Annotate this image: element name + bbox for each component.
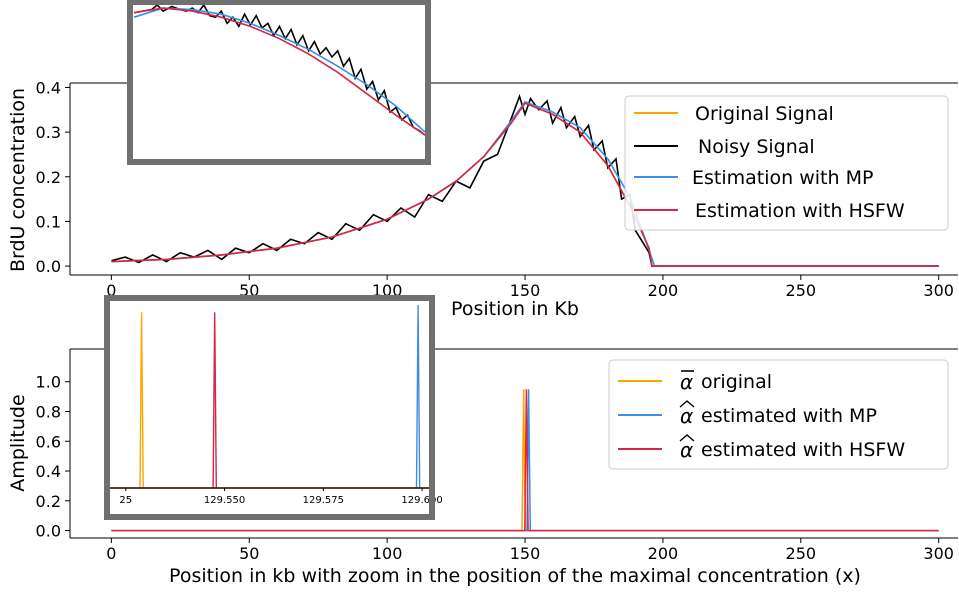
- top-x-tick-label: 300: [923, 281, 954, 300]
- bottom-x-tick-label: 250: [786, 544, 817, 563]
- legend-symbol-alpha-original: α: [680, 370, 693, 394]
- bottom-y-axis-label: Amplitude: [7, 394, 29, 491]
- bottom-inset-frame: [104, 295, 435, 520]
- bottom-y-tick-label: 0.0: [36, 522, 61, 541]
- inset-x-tick-label: 129.600: [401, 495, 442, 506]
- top-legend: Original Signal Noisy Signal Estimation …: [624, 95, 949, 231]
- bottom-x-tick-label: 200: [648, 544, 679, 563]
- top-y-tick-label: 0.4: [36, 78, 61, 97]
- top-x-tick-label: 150: [510, 281, 541, 300]
- top-x-axis-label: Position in Kb: [451, 298, 579, 320]
- bottom-legend: α original α estimated with MP α estimat…: [608, 359, 949, 470]
- bottom-y-ticks: 0.0 0.2 0.4 0.6 0.8 1.0: [36, 373, 70, 541]
- legend-symbol-alpha-mp: α: [680, 404, 693, 428]
- legend-label-alpha-original: original: [701, 371, 772, 393]
- bottom-series-lines: [111, 389, 939, 532]
- bottom-chart: 0.0 0.2 0.4 0.6 0.8 1.0 0 50 100 150 200 250 300 Am…: [7, 295, 958, 587]
- top-zoom-inset: [127, 0, 431, 165]
- inset-x-tick-label: 25: [119, 495, 132, 506]
- bottom-inset-background: [107, 298, 432, 517]
- alpha-hat-accent: [679, 400, 695, 408]
- inset-spike-estimated-with-hsfw: [212, 312, 217, 489]
- top-y-tick-label: 0.1: [36, 212, 61, 231]
- bottom-legend-frame: [608, 359, 949, 470]
- legend-label-alpha-mp: estimated with MP: [701, 405, 877, 427]
- legend-label-estimation-mp: Estimation with MP: [692, 167, 873, 189]
- bottom-inset-series: [139, 304, 421, 489]
- top-chart: 0.00.10.20.30.4 0 50 100 150 200 250 300 BrdU …: [7, 0, 958, 320]
- bottom-x-tick-label: 150: [510, 544, 541, 563]
- legend-label-alpha-hsfw: estimated with HSFW: [701, 439, 905, 461]
- top-x-tick-label: 250: [786, 281, 817, 300]
- top-y-axis-label: BrdU concentration: [7, 88, 29, 272]
- legend-label-noisy-signal: Noisy Signal: [692, 136, 815, 158]
- bottom-x-tick-label: 0: [106, 544, 116, 563]
- bottom-x-tick-label: 100: [372, 544, 403, 563]
- bottom-y-tick-label: 0.2: [36, 492, 61, 511]
- legend-label-estimation-hsfw: Estimation with HSFW: [695, 200, 905, 222]
- inset-spike-original: [139, 312, 144, 489]
- top-x-tick-label: 0: [106, 281, 116, 300]
- top-y-tick-label: 0.0: [36, 257, 61, 276]
- top-inset-series: [133, 3, 426, 136]
- bottom-zoom-inset: 25 129.550 129.575 129.600: [104, 295, 443, 520]
- bottom-x-ticks: 0 50 100 150 200 250 300: [106, 538, 954, 563]
- bottom-y-tick-label: 0.4: [36, 462, 61, 481]
- inset-spike-estimated-with-mp: [415, 304, 421, 489]
- bottom-x-axis-label: Position in kb with zoom in the position…: [169, 565, 861, 587]
- top-legend-frame: [624, 95, 949, 231]
- inset-x-tick-label: 129.575: [303, 495, 344, 506]
- top-y-ticks: 0.0 0.1 0.2 0.3 0.4: [36, 78, 70, 276]
- top-inset-frame: [127, 0, 431, 165]
- bottom-inset-x-ticks: 25 129.550 129.575 129.600: [119, 488, 443, 506]
- bottom-y-tick-label: 0.6: [36, 432, 61, 451]
- top-x-tick-label: 200: [648, 281, 679, 300]
- top-x-ticks: 0 50 100 150 200 250 300: [106, 275, 954, 300]
- bottom-y-tick-label: 0.8: [36, 403, 61, 422]
- legend-symbol-alpha-hsfw: α: [680, 438, 693, 462]
- bottom-x-tick-label: 50: [239, 544, 259, 563]
- bottom-x-tick-label: 300: [923, 544, 954, 563]
- bottom-y-tick-label: 1.0: [36, 373, 61, 392]
- top-y-tick-label: 0.2: [36, 168, 61, 187]
- inset-line-estimation-with-mp: [133, 7, 426, 133]
- inset-x-tick-label: 129.550: [204, 495, 245, 506]
- top-y-tick-label: 0.3: [36, 123, 61, 142]
- alpha-hat-accent: [679, 434, 695, 442]
- legend-label-original-signal: Original Signal: [695, 103, 834, 125]
- spike-line-estimated-with-hsfw: [111, 389, 939, 532]
- inset-line-estimation-with-hsfw: [133, 7, 426, 136]
